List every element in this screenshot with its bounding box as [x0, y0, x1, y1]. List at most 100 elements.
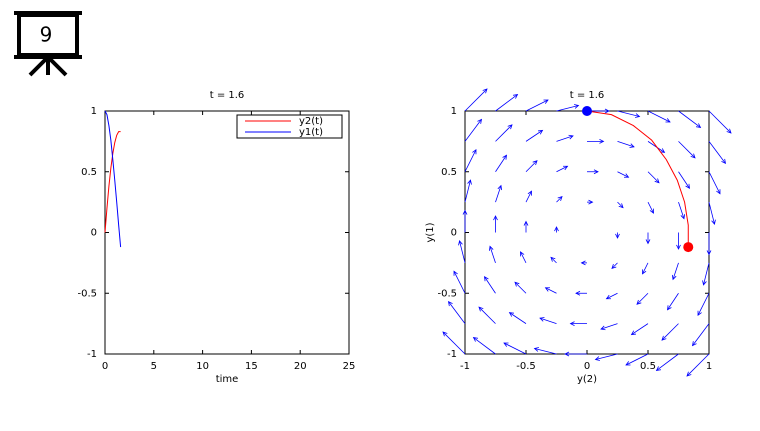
arrow-head: [502, 154, 507, 160]
arrow-shaft: [708, 171, 721, 194]
quiver-arrow: [462, 209, 468, 233]
arrow-shaft: [509, 312, 527, 324]
arrow-shaft: [617, 110, 640, 117]
arrow-head: [671, 274, 677, 281]
arrow-shaft: [678, 201, 685, 219]
arrow-head: [624, 173, 630, 178]
arrow-head: [615, 233, 620, 239]
quiver-arrow: [642, 262, 649, 275]
quiver-arrow: [647, 201, 654, 214]
arrow-head: [706, 250, 712, 256]
x-tick-label: 0: [102, 361, 108, 372]
arrow-head: [659, 148, 666, 153]
quiver-arrow: [636, 292, 649, 305]
arrow-head: [527, 190, 532, 196]
quiver-arrow: [539, 317, 557, 325]
quiver-arrow: [615, 232, 620, 239]
arrow-shaft: [503, 342, 527, 355]
arrow-shaft: [678, 141, 696, 159]
y-tick-label: 1: [91, 106, 97, 117]
quiver-arrow: [493, 215, 498, 233]
arrow-head: [574, 104, 580, 109]
arrow-head: [472, 336, 479, 342]
quiver-arrow: [587, 169, 599, 175]
quiver-arrow: [503, 342, 527, 355]
y-tick-label: -1: [447, 349, 457, 360]
quiver-arrow: [550, 256, 557, 264]
arrow-head: [512, 93, 519, 99]
arrow-shaft: [678, 171, 690, 189]
quiver-arrow: [691, 323, 710, 347]
quiver-arrow: [617, 110, 641, 118]
arrow-head: [493, 215, 498, 221]
quiver-arrow: [655, 353, 679, 372]
arrow-shaft: [708, 141, 726, 164]
arrow-head: [458, 240, 463, 246]
arrow-shaft: [647, 201, 654, 214]
arrow-head: [630, 330, 637, 336]
arrow-head: [695, 123, 702, 129]
arrow-head: [635, 113, 641, 118]
quiver-arrow: [667, 293, 679, 311]
arrow-shaft: [556, 165, 568, 173]
arrow-head: [605, 294, 611, 300]
arrow-shaft: [661, 323, 679, 341]
arrow-head: [482, 88, 488, 94]
quiver-arrow: [580, 260, 587, 266]
plot-frame: [464, 110, 710, 355]
arrow-head: [594, 356, 600, 361]
arrow-head: [661, 335, 667, 341]
arrow-shaft: [525, 99, 549, 112]
quiver-arrow: [508, 312, 527, 324]
quiver-arrow: [678, 171, 690, 189]
arrow-head: [667, 305, 672, 311]
arrow-head: [554, 226, 559, 232]
quiver-arrow: [708, 202, 716, 225]
y-axis-label: y(1): [425, 222, 436, 242]
quiver-arrow: [706, 232, 712, 256]
x-axis-label: time: [216, 374, 239, 385]
quiver-arrow: [525, 190, 532, 203]
quiver-arrow: [556, 134, 574, 142]
quiver-arrow: [564, 351, 587, 357]
arrow-shaft: [525, 190, 532, 203]
arrow-head: [497, 184, 503, 191]
quiver-arrow: [488, 245, 496, 264]
y-tick-label: 0: [451, 228, 457, 239]
arrow-shaft: [631, 323, 649, 335]
quiver-arrow: [569, 321, 587, 326]
quiver-arrow: [645, 232, 651, 245]
quiver-arrow: [464, 148, 477, 172]
arrow-head: [625, 361, 631, 366]
arrow-head: [686, 371, 692, 377]
arrow-head: [691, 341, 697, 347]
arrow-head: [503, 342, 509, 347]
arrow-shaft: [647, 171, 660, 184]
arrow-head: [711, 219, 716, 225]
arrow-head: [539, 317, 545, 322]
quiver-arrow: [575, 290, 587, 296]
quiver-arrow: [464, 118, 483, 142]
y-tick-label: -0.5: [437, 288, 457, 299]
arrow-head: [478, 306, 484, 312]
quiver-arrow: [464, 179, 472, 203]
quiver-arrow: [617, 171, 630, 178]
quiver-arrow: [472, 336, 496, 355]
arrow-head: [507, 124, 513, 130]
arrow-shaft: [625, 353, 649, 366]
quiver-arrow: [525, 129, 544, 142]
arrow-shaft: [464, 88, 488, 112]
y-tick-label: -0.5: [77, 288, 97, 299]
arrow-head: [726, 128, 732, 134]
quiver-arrow: [676, 232, 681, 250]
arrow-head: [508, 312, 515, 317]
quiver-arrow: [525, 160, 538, 173]
arrow-head: [636, 299, 642, 305]
arrow-shaft: [686, 353, 710, 377]
quiver-arrow: [697, 293, 710, 317]
quiver-arrow: [556, 104, 580, 112]
x-tick-label: 10: [196, 361, 209, 372]
arrow-shaft: [484, 276, 496, 294]
arrow-head: [514, 281, 520, 287]
